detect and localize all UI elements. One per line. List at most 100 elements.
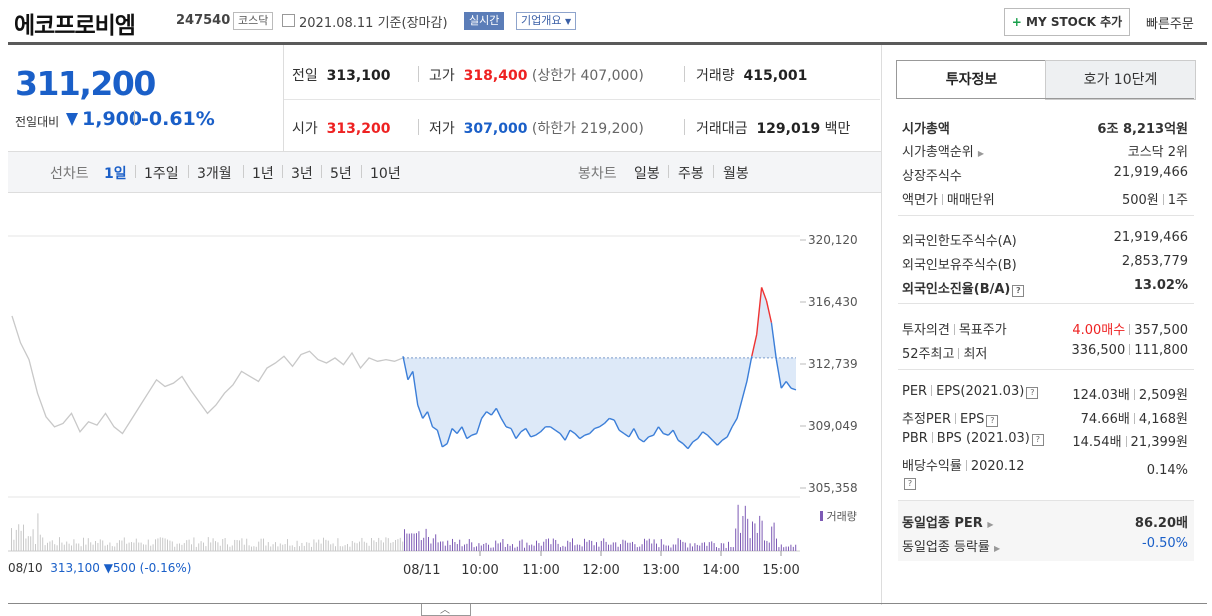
company-overview-button[interactable]: 기업개요 ▼ [516,12,577,30]
volume-bar [186,540,188,551]
today-line-segment [765,300,773,323]
volume-bar [430,543,432,551]
chevron-right-icon: ▶ [987,520,994,529]
add-mystock-button[interactable]: + MY STOCK 추가 [1004,8,1130,36]
intraday-chart[interactable]: 320,120 316,430 312,739 309,049 305,358 08/1… [0,0,882,603]
volume-bar [603,538,605,551]
volume-bar [653,539,655,551]
volume-bar [104,545,106,551]
below-reference-fill [403,287,796,449]
chevron-right-icon: ▶ [994,544,1001,553]
volume-bar [725,547,727,551]
tab-investment-info[interactable]: 투자정보 [896,60,1047,99]
volume-bar [133,542,135,551]
volume-bar [99,539,101,551]
volume-bar [229,546,231,551]
foreign-holding-value: 2,853,779 [1121,254,1188,269]
volume-bar [179,543,180,551]
today-line-segment [609,417,615,421]
today-line-segment [549,426,556,431]
volume-bar [351,540,353,551]
volume-bar [704,542,705,551]
volume-bar [512,544,513,551]
today-line-segment [770,322,778,360]
tab-3month[interactable]: 3개월 [197,166,232,182]
volume-bar [279,543,281,551]
volume-bar [109,542,111,551]
volume-bar [195,546,197,551]
par-value-value: 500원 1주 [1121,193,1188,208]
volume-bar [150,545,152,551]
today-line-segment [692,437,699,443]
tab-weekly-candle[interactable]: 주봉 [678,166,704,182]
tab-10year[interactable]: 10년 [370,166,401,182]
help-icon[interactable]: ? [986,415,999,427]
tab-1day[interactable]: 1일 [104,166,127,182]
market-cap-rank-link[interactable]: 시가총액순위 ▶ [902,145,985,160]
today-line-segment [731,418,738,428]
volume-bar [371,538,372,551]
volume-bar [56,545,58,551]
volume-bar [576,544,578,551]
today-line-segment [663,432,669,436]
volume-bar [287,539,288,551]
market-cap-rank-value: 코스닥 2위 [1127,145,1188,160]
volume-bar [227,544,228,551]
volume-bar [251,546,252,551]
volume-bar [390,542,392,551]
volume-bar [11,528,12,551]
industry-change-link[interactable]: 동일업종 등락률 ▶ [902,540,1001,555]
today-line-segment [476,418,483,434]
today-line-segment [657,426,664,434]
prev-close: 전일 313,100 [292,68,391,84]
help-icon[interactable]: ? [1012,285,1025,297]
quick-order-link[interactable]: 빠른주문 [1146,17,1194,32]
volume-bar [617,546,619,551]
volume-bar [135,538,137,551]
opinion-label: 투자의견 목표주가 [902,323,1007,338]
today-line-segment [471,432,477,436]
volume-bar [466,543,468,551]
tab-5year[interactable]: 5년 [330,166,352,182]
collapse-handle[interactable]: ︿ [421,604,471,616]
volume-bar [627,542,629,551]
volume-bar [586,541,588,551]
help-icon[interactable]: ? [1026,387,1039,399]
realtime-button[interactable]: 실시간 [464,12,505,30]
today-line-segment [574,433,581,440]
tab-1week[interactable]: 1주일 [144,166,179,182]
y-tick-label: 312,739 [808,357,858,371]
help-icon[interactable]: ? [904,478,916,490]
today-line-segment [613,419,620,431]
volume-bar [454,542,456,551]
volume-bar [502,538,504,551]
volume-bar [500,542,501,551]
today-line-segment [417,404,424,419]
volume-bar [428,536,429,551]
volume-bar [140,542,142,551]
tab-1year[interactable]: 1년 [252,166,274,182]
change-value: 1,900 [82,108,143,130]
tab-3year[interactable]: 3년 [291,166,313,182]
volume-bar [267,542,269,551]
volume-bar [296,540,298,551]
volume-bar [442,541,444,551]
tab-order-book[interactable]: 호가 10단계 [1045,60,1196,100]
industry-per-link[interactable]: 동일업종 PER ▶ [902,516,994,531]
volume-bar [449,544,451,551]
volume-bar [728,541,729,551]
volume-bar [378,537,380,551]
volume-bar [335,546,336,551]
tab-daily-candle[interactable]: 일봉 [634,166,660,182]
volume-bar [531,544,533,551]
volume-bar [121,540,123,551]
volume-bar [598,546,600,551]
today-line-segment [633,428,640,439]
volume-bar [790,544,792,551]
volume-bar [159,537,161,551]
today-line-segment [525,428,532,438]
volume-bar [123,537,125,551]
tab-monthly-candle[interactable]: 월봉 [723,166,749,182]
today-line-segment [515,431,522,439]
help-icon[interactable]: ? [1031,434,1044,446]
